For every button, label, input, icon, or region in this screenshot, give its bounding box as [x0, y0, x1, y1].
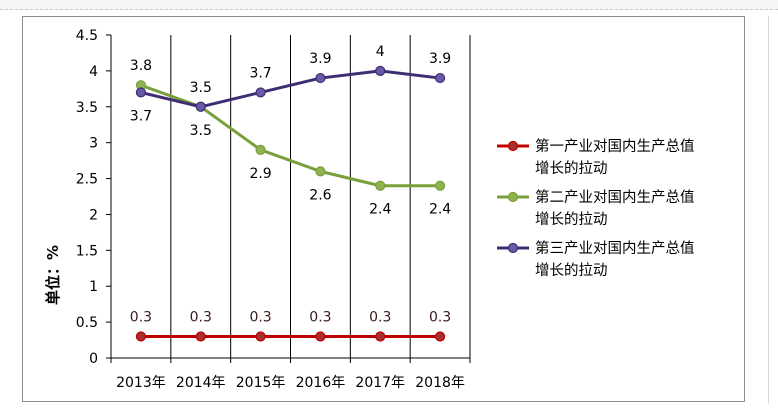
data-point-marker	[195, 331, 206, 342]
y-tick-label: 0	[89, 351, 98, 367]
series-lines	[135, 65, 446, 342]
y-tick-label: 3.5	[76, 100, 98, 116]
data-label: 3.9	[429, 51, 451, 67]
x-tick-label: 2017年	[355, 375, 405, 391]
y-tick-label: 4	[89, 64, 98, 80]
y-tick-label: 0.5	[76, 315, 98, 331]
axes: 0 0.5 1 1.5 2 2.5 3 3.5 4 4.5 2013年 2014年 2015年 2016年…	[76, 28, 471, 391]
page-edge-line	[768, 16, 769, 404]
y-axis-label: 单位：%	[44, 245, 62, 305]
data-label: 0.3	[130, 309, 152, 325]
legend-marker-1	[507, 140, 519, 152]
grid-lines	[170, 35, 471, 358]
data-point-marker	[255, 87, 266, 98]
data-label: 3.7	[249, 65, 271, 81]
data-label: 0.3	[429, 309, 451, 325]
data-point-marker	[375, 180, 386, 191]
data-label: 0.3	[249, 309, 271, 325]
data-point-marker	[135, 331, 147, 342]
data-point-marker	[434, 331, 446, 342]
data-label: 3.8	[130, 58, 152, 74]
data-label: 3.5	[190, 123, 212, 139]
x-tick-label: 2013年	[116, 375, 166, 391]
legend-entry-1: 增长的拉动	[535, 160, 608, 177]
legend-entry-3: 第三产业对国内生产总值	[535, 239, 695, 257]
data-point-marker	[434, 180, 446, 191]
data-point-marker	[315, 331, 326, 342]
data-point-marker	[375, 65, 386, 76]
data-point-marker	[135, 87, 147, 98]
legend: 第一产业对国内生产总值增长的拉动第二产业对国内生产总值增长的拉动第三产业对国内生…	[497, 137, 695, 279]
data-point-marker	[315, 72, 326, 84]
legend-entry-2: 增长的拉动	[535, 211, 608, 228]
legend-entry-1: 第一产业对国内生产总值	[535, 137, 695, 155]
data-point-marker	[255, 144, 266, 155]
legend-entry-3: 增长的拉动	[535, 262, 608, 279]
y-tick-label: 2.5	[76, 172, 98, 188]
y-tick-label: 4.5	[76, 28, 98, 44]
legend-marker-3	[507, 242, 519, 254]
data-label: 3.9	[309, 51, 331, 67]
data-label: 3.7	[130, 108, 152, 124]
data-label: 2.4	[369, 202, 391, 218]
data-label: 4	[376, 44, 385, 60]
y-tick-label: 1.5	[76, 243, 98, 259]
data-labels: 0.3 0.3 0.3 0.3 0.3 0.3 3.8 3.5 2.9 2.6 2.4 2.4 3.7 3…	[130, 44, 452, 326]
legend-entry-2: 第二产业对国内生产总值	[535, 188, 695, 206]
data-label: 0.3	[369, 309, 391, 325]
legend-marker-2	[507, 191, 519, 203]
data-point-marker	[315, 166, 326, 177]
data-label: 2.9	[249, 166, 271, 182]
data-label: 0.3	[309, 309, 331, 325]
window-top-strip	[0, 0, 778, 10]
data-label: 2.4	[429, 202, 451, 218]
x-tick-label: 2018年	[415, 375, 465, 391]
x-tick-label: 2014年	[176, 375, 226, 391]
x-tick-label: 2016年	[296, 375, 346, 391]
y-tick-label: 2	[89, 207, 98, 223]
data-point-marker	[375, 331, 386, 342]
data-label: 2.6	[309, 187, 331, 203]
data-point-marker	[255, 331, 266, 342]
data-label: 0.3	[190, 309, 212, 325]
data-point-marker	[434, 72, 446, 84]
y-tick-label: 1	[89, 279, 98, 295]
series-line-3	[140, 69, 441, 109]
data-label: 3.5	[190, 80, 212, 96]
data-point-marker	[195, 101, 206, 112]
y-tick-label: 3	[89, 136, 98, 152]
x-tick-label: 2015年	[236, 375, 286, 391]
